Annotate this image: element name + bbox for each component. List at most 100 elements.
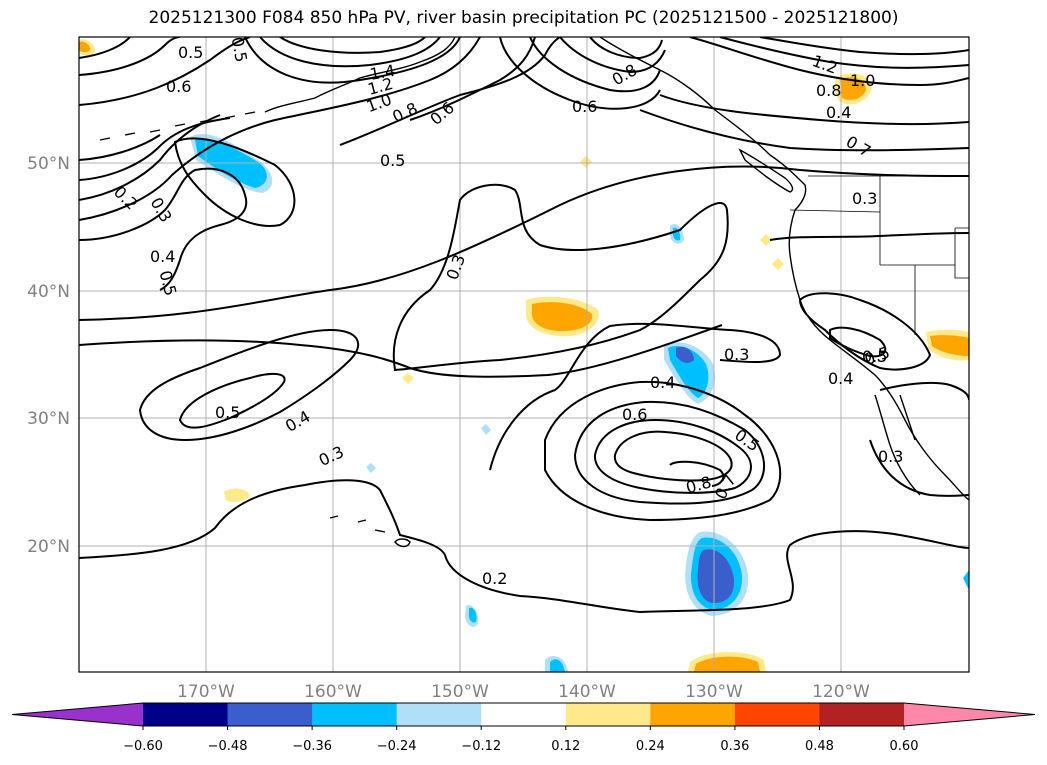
- contour-label: 0.5: [215, 403, 240, 422]
- map-frame: [78, 36, 970, 673]
- colorbar-segment: [312, 703, 398, 726]
- colorbar-segment: [143, 703, 229, 726]
- positive-pc-region: [772, 258, 784, 270]
- pv-contour: [178, 372, 286, 429]
- lat-tick-label: 40°N: [27, 282, 70, 302]
- contour-label: 0.5: [228, 35, 251, 63]
- pv-contour: [879, 381, 969, 401]
- contour-label: 0.4: [150, 247, 175, 266]
- vancouver-island: [738, 148, 794, 193]
- colorbar-tick-label: 0.24: [636, 739, 665, 754]
- positive-pc-region: [694, 656, 760, 672]
- pv-contour: [559, 37, 666, 74]
- colorbar-extend-low: [12, 703, 143, 726]
- canada-coastline: [599, 37, 807, 211]
- contour-label: 0.3: [852, 189, 877, 208]
- pv-contour: [659, 94, 969, 126]
- contour-label: 0.2: [482, 569, 507, 588]
- pv-contour: [79, 165, 969, 321]
- pv-contour: [79, 37, 131, 59]
- contour-label: 0.5: [380, 151, 405, 170]
- contour-label: 0.4: [828, 369, 853, 388]
- colorbar-segment: [227, 703, 313, 726]
- colorbar-tick-label: 0.12: [551, 739, 580, 754]
- alaska-coastline: [264, 37, 456, 113]
- positive-pc-region: [840, 77, 866, 100]
- contour-label: 0.4: [826, 103, 851, 122]
- pv-contour: [829, 326, 887, 358]
- lat-tick-label: 50°N: [27, 154, 70, 174]
- colorbar-tick-label: −0.60: [123, 739, 163, 754]
- lon-tick-label: 120°W: [812, 682, 870, 702]
- latitude-axis: 50°N 40°N 30°N 20°N: [27, 154, 70, 557]
- lon-tick-label: 140°W: [558, 682, 616, 702]
- contour-label: 0.8: [816, 81, 841, 100]
- colorbar-tick-label: 0.60: [890, 739, 919, 754]
- positive-pc-region: [930, 335, 969, 356]
- pv-contour: [79, 479, 969, 614]
- aleutian-islands: [99, 111, 256, 141]
- pv-contours: [79, 37, 969, 614]
- colorbar-tick-label: −0.36: [292, 739, 332, 754]
- pv-contour: [79, 37, 181, 76]
- colorbar-tick-label: 0.36: [720, 739, 749, 754]
- pv-contour: [589, 37, 663, 60]
- positive-pc-region: [532, 302, 593, 332]
- contour-label: 0.3: [878, 447, 903, 466]
- positive-pc-region: [224, 488, 250, 503]
- pv-contour: [869, 439, 969, 497]
- pv-contour: [279, 37, 426, 54]
- negative-pc-region: [697, 549, 735, 604]
- political-borders: [789, 175, 969, 335]
- pv-contour: [79, 167, 248, 291]
- negative-pc-region: [668, 345, 709, 398]
- contour-label: 0.5: [178, 43, 203, 62]
- pv-contour: [573, 400, 766, 505]
- lon-tick-label: 130°W: [685, 682, 743, 702]
- negative-pc-region: [468, 607, 477, 623]
- positive-pc-region: [580, 156, 592, 168]
- pv-contour: [689, 37, 969, 87]
- pv-contour: [544, 380, 782, 522]
- colorbar-segment: [396, 703, 482, 726]
- longitude-axis: 170°W 160°W 150°W 140°W 130°W 120°W: [177, 682, 870, 702]
- pv-contour: [669, 460, 725, 487]
- positive-pc-region: [79, 41, 91, 53]
- pv-contour: [259, 37, 441, 68]
- precipitation-shading: [79, 39, 969, 672]
- lon-tick-label: 150°W: [431, 682, 489, 702]
- pv-contour: [79, 114, 221, 201]
- contour-label: 0.3: [724, 345, 749, 364]
- colorbar-segment: [734, 703, 820, 726]
- lat-tick-label: 20°N: [27, 537, 70, 557]
- pv-contour: [499, 37, 661, 110]
- state-border: [789, 176, 969, 335]
- hawaiian-islands: [329, 515, 411, 548]
- pv-contour: [79, 37, 481, 221]
- negative-pc-region: [963, 570, 969, 590]
- negative-pc-region: [676, 346, 694, 363]
- lat-tick-label: 30°N: [27, 409, 70, 429]
- baja-peninsula: [874, 394, 921, 496]
- coastlines: [99, 37, 969, 548]
- contour-label: 0.4: [650, 373, 675, 392]
- pv-contour: [79, 117, 231, 181]
- colorbar-tick-label: 0.48: [805, 739, 834, 754]
- contour-label: 1.4: [368, 61, 396, 84]
- pv-contour: [719, 37, 969, 69]
- lon-tick-label: 160°W: [304, 682, 362, 702]
- colorbar-segment: [481, 703, 567, 726]
- negative-pc-region: [550, 659, 565, 672]
- contour-label: 0.6: [622, 405, 647, 424]
- pv-contour: [79, 134, 161, 161]
- pv-contour: [339, 37, 561, 146]
- pv-contour: [392, 183, 729, 372]
- pv-contour: [759, 37, 969, 56]
- map-title: 2025121300 F084 850 hPa PV, river basin …: [148, 8, 899, 28]
- colorbar-tick-label: −0.24: [377, 739, 417, 754]
- pv-contour: [244, 37, 461, 84]
- negative-pc-region: [366, 463, 376, 473]
- pv-contour: [79, 37, 251, 106]
- us-west-coastline: [788, 209, 969, 501]
- lon-tick-label: 170°W: [177, 682, 235, 702]
